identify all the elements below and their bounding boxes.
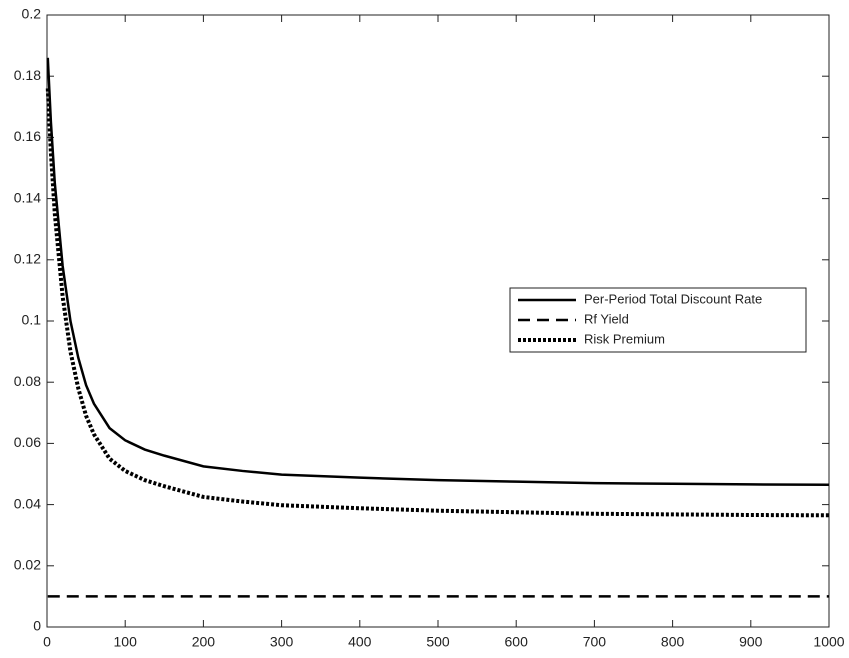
x-tick-label: 400 (348, 634, 372, 650)
x-tick-label: 500 (426, 634, 450, 650)
x-tick-label: 0 (43, 634, 51, 650)
x-tick-label: 700 (583, 634, 607, 650)
y-tick-label: 0.1 (22, 312, 42, 328)
legend-label: Per-Period Total Discount Rate (584, 291, 762, 306)
x-tick-label: 900 (739, 634, 763, 650)
x-tick-label: 100 (114, 634, 138, 650)
series-line (46, 57, 830, 486)
legend: Per-Period Total Discount Rate Rf Yield Ri… (509, 287, 807, 353)
y-tick-label: 0.08 (14, 373, 41, 389)
y-tick-label: 0.02 (14, 557, 41, 573)
y-tick-label: 0.14 (14, 189, 41, 205)
x-tick-label: 600 (505, 634, 529, 650)
y-tick-label: 0.2 (22, 6, 42, 22)
legend-label: Risk Premium (584, 331, 665, 346)
series-line (45, 88, 830, 518)
y-tick-label: 0.18 (14, 67, 41, 83)
x-tick-label: 300 (270, 634, 294, 650)
x-tick-label: 800 (661, 634, 685, 650)
y-tick-label: 0 (33, 618, 41, 634)
y-tick-label: 0.16 (14, 128, 41, 144)
x-tick-label: 200 (192, 634, 216, 650)
y-tick-label: 0.12 (14, 251, 41, 267)
x-tick-label: 1000 (813, 634, 844, 650)
legend-label: Rf Yield (584, 311, 629, 326)
y-tick-label: 0.06 (14, 434, 41, 450)
y-tick-label: 0.04 (14, 495, 41, 511)
